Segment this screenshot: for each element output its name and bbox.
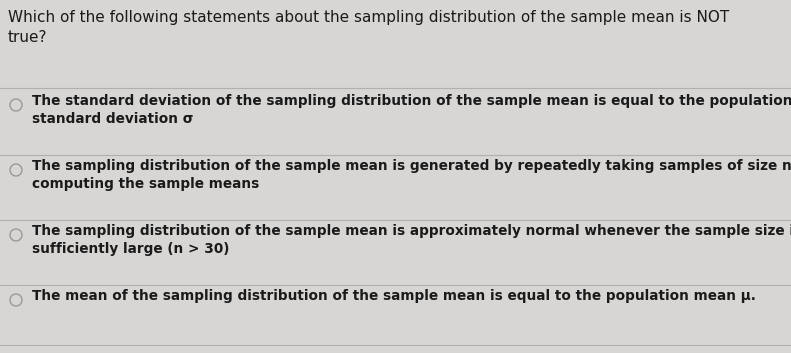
Text: Which of the following statements about the sampling distribution of the sample : Which of the following statements about … [8,10,729,45]
Text: The mean of the sampling distribution of the sample mean is equal to the populat: The mean of the sampling distribution of… [32,289,756,303]
Text: The sampling distribution of the sample mean is approximately normal whenever th: The sampling distribution of the sample … [32,224,791,256]
Text: The standard deviation of the sampling distribution of the sample mean is equal : The standard deviation of the sampling d… [32,94,791,126]
Text: The sampling distribution of the sample mean is generated by repeatedly taking s: The sampling distribution of the sample … [32,159,791,191]
